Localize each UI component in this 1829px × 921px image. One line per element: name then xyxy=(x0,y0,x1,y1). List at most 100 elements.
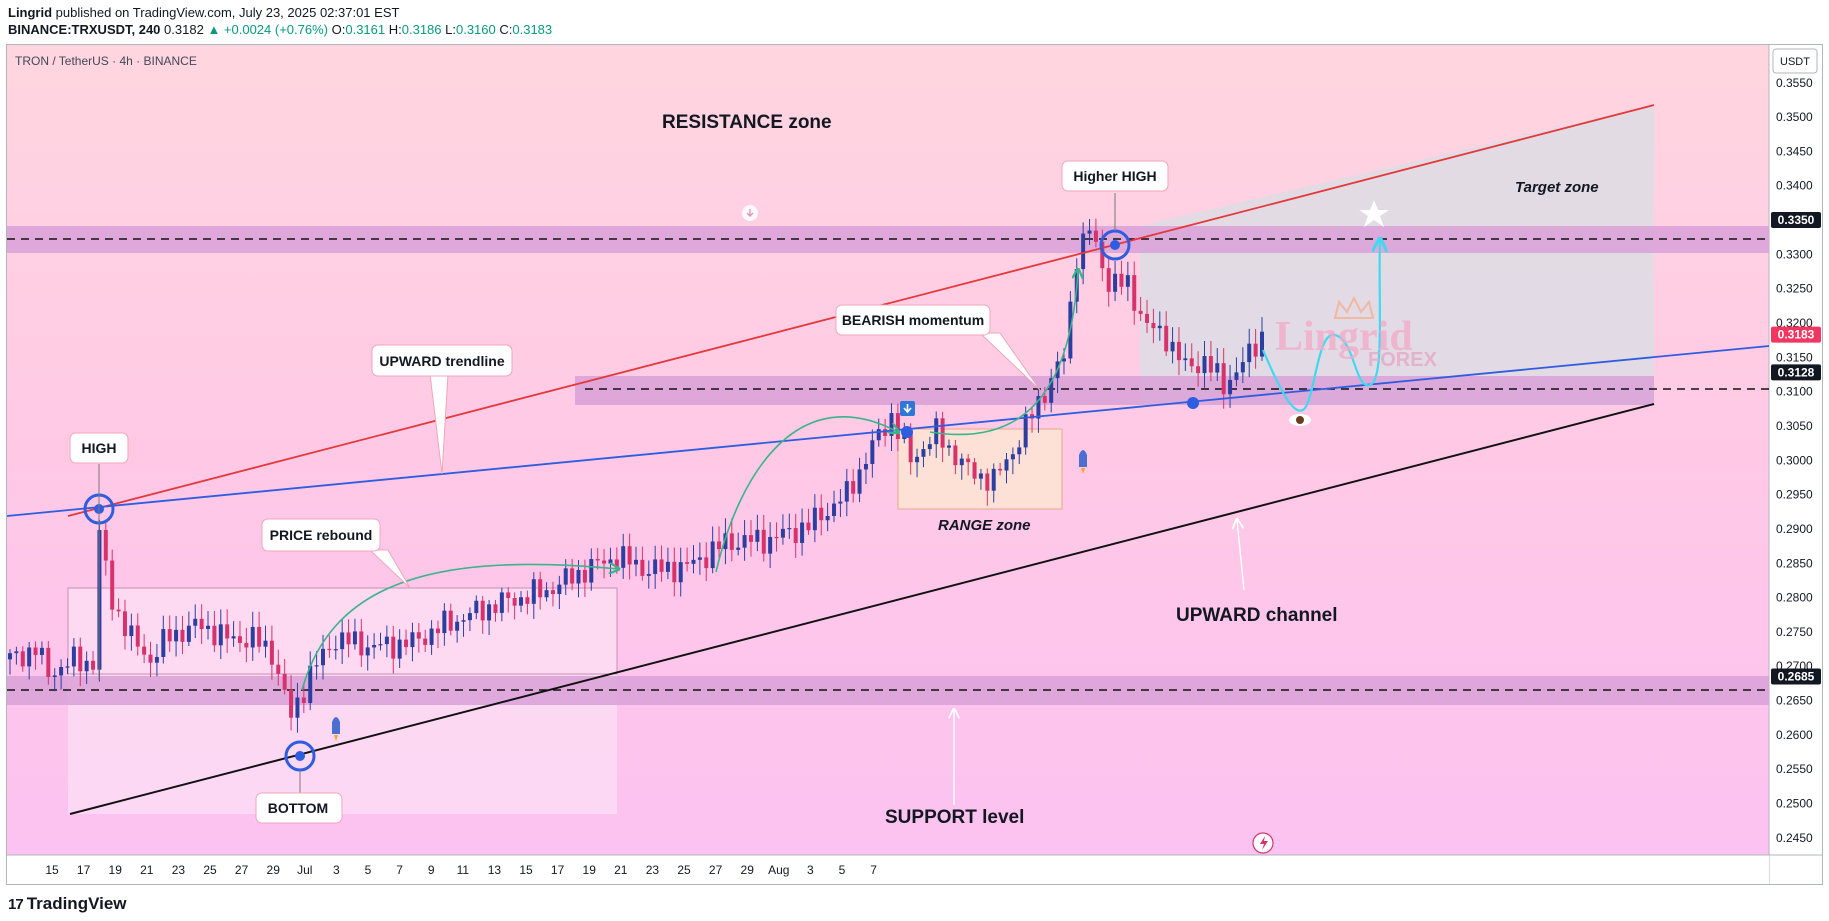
price-tick-label: 0.3250 xyxy=(1776,282,1813,296)
close-value: 0.3183 xyxy=(512,22,553,37)
upward-trendline-callout[interactable]: UPWARD trendline xyxy=(371,344,513,475)
candle xyxy=(1240,347,1245,383)
svg-text:UPWARD trendline: UPWARD trendline xyxy=(379,353,504,369)
chart-frame[interactable] xyxy=(6,44,1823,885)
candle xyxy=(736,532,741,556)
candle xyxy=(531,572,536,619)
candle xyxy=(1260,317,1264,361)
candle xyxy=(301,683,306,713)
pane-title: TRON / TetherUS · 4h · BINANCE xyxy=(15,54,197,68)
candle xyxy=(704,542,709,582)
trendline-point[interactable] xyxy=(901,426,913,438)
candle xyxy=(231,621,236,647)
candle xyxy=(1234,357,1239,387)
candle xyxy=(761,514,766,562)
low-value: 0.3160 xyxy=(455,22,496,37)
candle xyxy=(84,651,89,684)
candle xyxy=(742,520,747,561)
lightning-icon[interactable] xyxy=(1252,832,1274,854)
trendline-retest-point[interactable] xyxy=(1187,397,1199,409)
svg-text:Higher HIGH: Higher HIGH xyxy=(1073,168,1156,184)
price-tick-label: 0.3550 xyxy=(1776,76,1813,90)
candle xyxy=(819,494,824,536)
bearish-momentum-callout[interactable]: BEARISH momentum xyxy=(835,304,1041,391)
candle xyxy=(474,595,479,620)
time-tick-label: Jul xyxy=(297,863,312,877)
candle xyxy=(142,634,147,663)
author-name[interactable]: Lingrid xyxy=(8,5,53,20)
candle xyxy=(934,411,939,458)
candle xyxy=(372,633,377,659)
candle xyxy=(391,625,396,674)
tradingview-logo[interactable]: 17 TradingView xyxy=(8,894,127,914)
high-callout[interactable]: HIGH xyxy=(69,432,129,680)
time-tick-label: 21 xyxy=(140,863,154,877)
candle xyxy=(793,513,798,558)
rebound-box xyxy=(67,587,618,675)
candle xyxy=(46,641,51,685)
time-tick-label: 19 xyxy=(109,863,123,877)
candle xyxy=(544,582,549,602)
candle xyxy=(627,533,632,580)
time-tick-label: 13 xyxy=(488,863,502,877)
price-tick-label: 0.3300 xyxy=(1776,247,1813,261)
candle xyxy=(250,611,255,661)
candle xyxy=(1247,328,1252,378)
candle xyxy=(1132,261,1137,325)
candle xyxy=(927,436,932,456)
candle xyxy=(237,621,242,652)
candle xyxy=(710,526,715,574)
bottom-callout[interactable]: BOTTOM xyxy=(255,770,343,824)
price-tick-label: 0.3150 xyxy=(1776,350,1813,364)
candle xyxy=(154,643,159,677)
candle xyxy=(787,513,792,539)
symbol-label[interactable]: BINANCE:TRXUSDT, 240 xyxy=(8,22,161,37)
breakout-arrow xyxy=(715,416,898,573)
time-axis[interactable] xyxy=(7,855,1769,884)
candle xyxy=(595,547,600,570)
time-tick-label: 23 xyxy=(172,863,186,877)
target-zone-area xyxy=(1140,105,1654,405)
candle xyxy=(780,514,785,545)
open-label: O: xyxy=(331,22,346,37)
time-tick-label: 9 xyxy=(428,863,435,877)
candle xyxy=(314,651,319,680)
candle xyxy=(953,439,958,475)
currency-selector[interactable]: USDT xyxy=(1772,48,1818,74)
candle xyxy=(947,439,951,456)
higher-high-callout[interactable]: Higher HIGH xyxy=(1061,160,1169,231)
time-tick-label: 7 xyxy=(396,863,403,877)
candle xyxy=(410,622,415,662)
candle xyxy=(1010,447,1015,475)
price-tick-label: 0.3000 xyxy=(1776,453,1813,467)
candle xyxy=(1049,368,1054,413)
svg-text:0.2685: 0.2685 xyxy=(1778,670,1815,684)
candle xyxy=(333,635,338,660)
candle xyxy=(774,522,779,552)
candle xyxy=(978,468,983,490)
candle xyxy=(723,518,728,565)
arrow-down-circle-icon[interactable] xyxy=(742,205,758,221)
time-tick-label: Aug xyxy=(768,863,789,877)
projection-path xyxy=(1261,240,1380,412)
candle xyxy=(129,613,134,651)
level-price-tag: 0.2685 xyxy=(1771,668,1821,685)
tradingview-brand: TradingView xyxy=(26,894,127,913)
candle xyxy=(263,625,268,658)
candle xyxy=(1004,452,1009,484)
candle xyxy=(1023,406,1028,455)
price-rebound-callout[interactable]: PRICE rebound xyxy=(261,518,411,589)
time-tick-label: 15 xyxy=(45,863,59,877)
candle xyxy=(589,548,594,591)
candle xyxy=(863,452,868,484)
download-icon[interactable] xyxy=(900,401,915,416)
svg-text:BOTTOM: BOTTOM xyxy=(268,800,328,816)
candle xyxy=(634,546,638,577)
candle xyxy=(915,448,920,478)
candle xyxy=(276,649,281,686)
price-axis[interactable] xyxy=(1769,45,1822,855)
candle xyxy=(455,615,460,643)
high-label: H: xyxy=(388,22,402,37)
candle xyxy=(65,658,70,675)
